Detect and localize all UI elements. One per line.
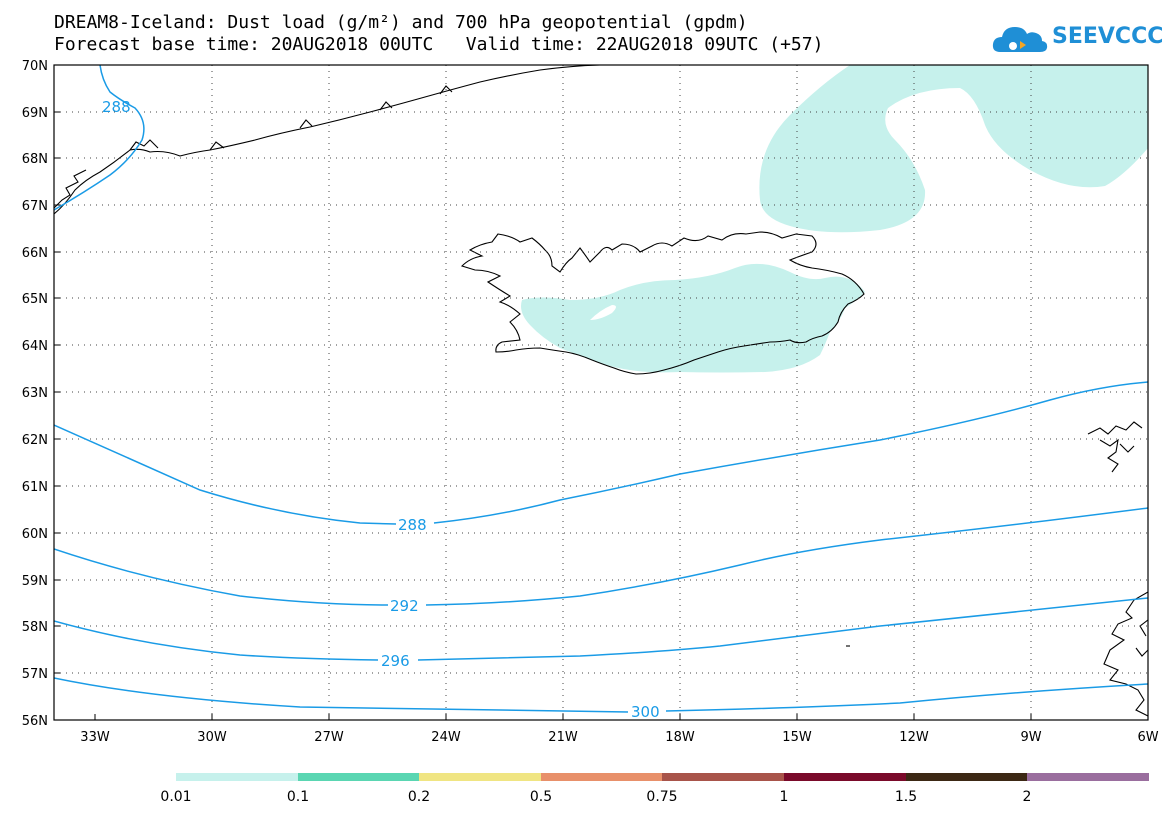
lat-labels: 70N 69N 68N 67N 66N 65N 64N 63N 62N 61N … [22, 59, 48, 729]
dust-patch-iceland [521, 263, 865, 373]
lon-ticks [94, 714, 1149, 720]
lat-label: 70N [22, 59, 48, 74]
colorbar-label: 1.5 [895, 789, 917, 805]
map-subtitle: Forecast base time: 20AUG2018 00UTC Vali… [54, 34, 824, 55]
colorbar-label: 0.75 [646, 789, 677, 805]
colorbar-swatch [541, 773, 662, 781]
iceland-coast [460, 231, 865, 375]
scotland-coast [1103, 591, 1148, 717]
colorbar-label: 0.01 [160, 789, 191, 805]
colorbar-label: 0.5 [530, 789, 552, 805]
colorbar-label: 2 [1023, 789, 1032, 805]
lat-label: 56N [22, 714, 48, 729]
lon-label: 12W [899, 730, 929, 745]
cloud-icon [992, 27, 1048, 52]
lat-label: 62N [22, 433, 48, 448]
lat-label: 64N [22, 339, 48, 354]
lon-label: 30W [197, 730, 227, 745]
lat-label: 58N [22, 620, 48, 635]
colorbar-swatch [1027, 773, 1149, 781]
colorbar-swatch [176, 773, 298, 781]
contour-label: 292 [390, 597, 419, 615]
contour-label: 300 [631, 703, 660, 721]
lon-label: 9W [1020, 730, 1041, 745]
contour-label: 288 [398, 516, 427, 534]
dust-patch-north-east [759, 65, 1148, 233]
lat-label: 59N [22, 574, 48, 589]
lat-label: 63N [22, 386, 48, 401]
lat-label: 67N [22, 199, 48, 214]
lon-label: 33W [80, 730, 110, 745]
colorbar-swatch [298, 773, 419, 781]
lon-label: 21W [548, 730, 578, 745]
lat-ticks [54, 64, 60, 721]
colorbar-label: 0.2 [408, 789, 430, 805]
geopotential-contours [54, 65, 1148, 713]
lat-label: 69N [22, 106, 48, 121]
contour-288 [54, 381, 1148, 525]
dust-gap-1 [590, 305, 616, 320]
lat-label: 65N [22, 292, 48, 307]
lat-label: 66N [22, 246, 48, 261]
colorbar-swatch [662, 773, 784, 781]
colorbar-label: 0.1 [287, 789, 309, 805]
colorbar: 0.01 0.1 0.2 0.5 0.75 1 1.5 2 [160, 773, 1149, 805]
gridlines [54, 65, 1148, 720]
lat-label: 57N [22, 667, 48, 682]
logo-text: SEEVCCC [1052, 24, 1164, 49]
lon-label: 18W [665, 730, 695, 745]
contour-label: 288 [102, 98, 131, 116]
lon-label: 27W [314, 730, 344, 745]
colorbar-swatch [784, 773, 906, 781]
lon-label: 24W [431, 730, 461, 745]
colorbar-swatch [906, 773, 1027, 781]
dust-gap-2 [705, 260, 722, 268]
lon-label: 6W [1137, 730, 1158, 745]
colorbar-label: 1 [780, 789, 789, 805]
greenland-coast-detail [54, 85, 453, 209]
contour-296 [54, 597, 1148, 661]
lon-labels: 33W 30W 27W 24W 21W 18W 15W 12W 9W 6W [80, 730, 1158, 745]
contour-300 [54, 677, 1148, 713]
colorbar-swatch [419, 773, 541, 781]
contour-288-north [54, 65, 145, 211]
lat-label: 60N [22, 527, 48, 542]
greenland-coast [54, 65, 601, 215]
lon-label: 15W [782, 730, 812, 745]
contour-292 [54, 507, 1148, 606]
map-title: DREAM8-Iceland: Dust load (g/m²) and 700… [54, 12, 748, 33]
seevccc-logo: SEEVCCC [990, 22, 1163, 60]
lat-label: 68N [22, 152, 48, 167]
faroe-islands [1087, 421, 1143, 473]
contour-label: 296 [381, 652, 410, 670]
coastlines [54, 65, 1148, 717]
lat-label: 61N [22, 480, 48, 495]
